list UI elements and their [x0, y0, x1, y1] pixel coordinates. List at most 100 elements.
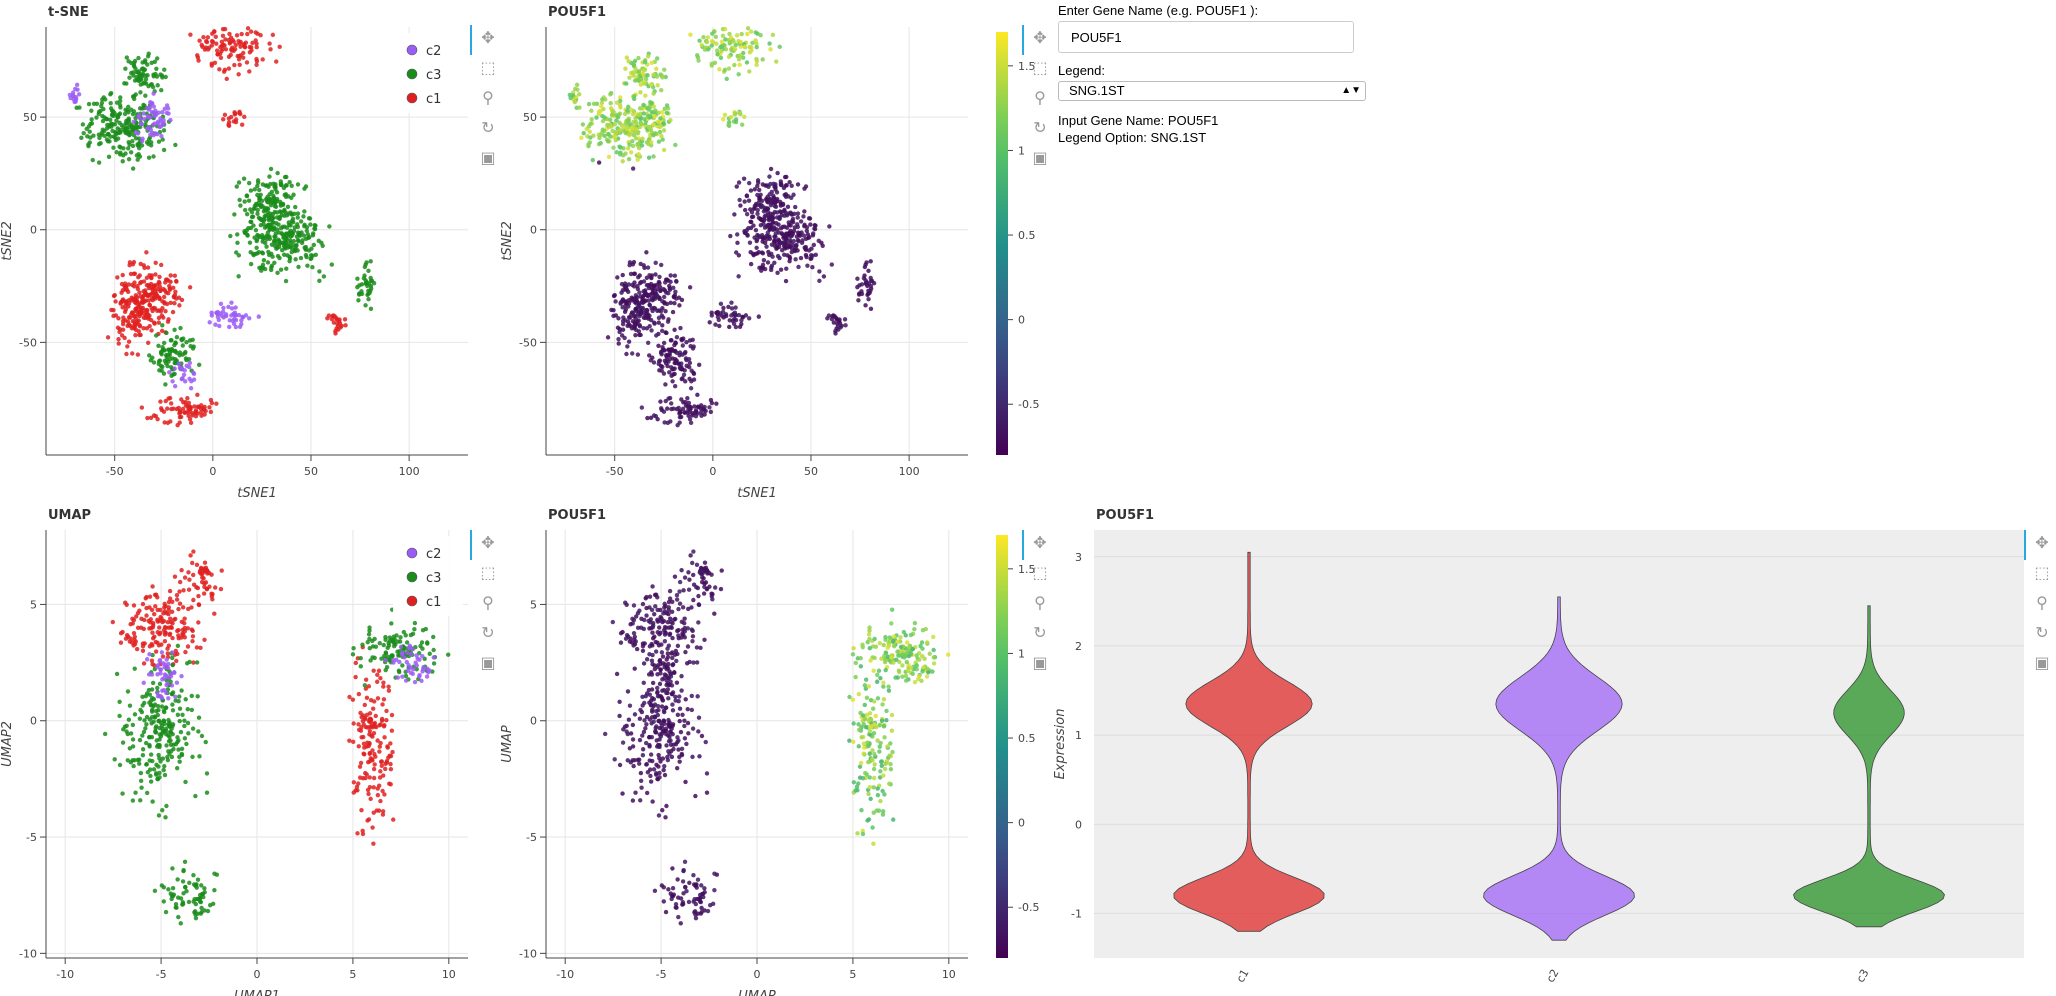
- data-point: [870, 825, 875, 830]
- data-point: [635, 625, 641, 631]
- data-point: [131, 603, 137, 608]
- data-point: [256, 250, 262, 255]
- wheel-zoom-icon[interactable]: ⚲: [482, 592, 494, 612]
- reset-icon[interactable]: ↻: [481, 622, 495, 642]
- data-point: [150, 287, 155, 292]
- box-select-icon[interactable]: ⬚: [2034, 562, 2050, 582]
- tsne-cluster-plot[interactable]: t-SNE -50 0 50 100 50 0 -50 tSNE1 tSNE2 c2 c3 c1: [0, 0, 470, 501]
- data-point: [611, 308, 616, 313]
- data-point: [287, 179, 292, 185]
- pan-icon[interactable]: ✥: [481, 27, 495, 47]
- wheel-zoom-icon[interactable]: ⚲: [2036, 592, 2048, 612]
- y-axis-label: UMAP: [500, 725, 515, 763]
- data-point: [709, 313, 715, 318]
- data-point: [182, 625, 188, 631]
- save-icon[interactable]: ▣: [480, 147, 496, 167]
- data-point: [254, 45, 259, 50]
- data-point: [165, 406, 170, 411]
- wheel-zoom-icon[interactable]: ⚲: [1034, 592, 1046, 612]
- data-point: [118, 145, 123, 150]
- data-point: [366, 268, 371, 274]
- data-point: [382, 735, 387, 740]
- data-point: [127, 75, 132, 80]
- save-icon[interactable]: ▣: [480, 652, 496, 672]
- legend-select[interactable]: SNG.1ST ▲▼: [1058, 81, 1366, 101]
- x-tick-label: 5: [849, 968, 856, 981]
- data-point: [130, 143, 136, 149]
- data-point: [396, 653, 401, 658]
- data-point: [631, 763, 636, 769]
- data-point: [120, 288, 126, 293]
- box-select-icon[interactable]: ⬚: [1032, 562, 1048, 582]
- wheel-zoom-icon[interactable]: ⚲: [1034, 87, 1046, 107]
- data-point: [690, 560, 695, 566]
- data-point: [146, 672, 152, 677]
- data-point: [385, 744, 390, 749]
- box-select-icon[interactable]: ⬚: [480, 57, 496, 77]
- data-point: [680, 605, 686, 610]
- reset-icon[interactable]: ↻: [481, 117, 495, 137]
- pan-icon[interactable]: ✥: [1033, 532, 1047, 552]
- wheel-zoom-icon[interactable]: ⚲: [482, 87, 494, 107]
- data-point: [261, 258, 267, 263]
- data-point: [732, 112, 738, 117]
- data-point: [672, 273, 678, 278]
- save-icon[interactable]: ▣: [1032, 147, 1048, 167]
- reset-icon[interactable]: ↻: [1033, 117, 1047, 137]
- data-point: [342, 317, 348, 322]
- data-point: [655, 742, 661, 748]
- data-point: [331, 320, 337, 325]
- data-point: [261, 221, 266, 227]
- data-point: [643, 726, 648, 731]
- data-point: [180, 631, 185, 636]
- data-point: [694, 896, 700, 902]
- box-select-icon[interactable]: ⬚: [1032, 57, 1048, 77]
- data-point: [166, 717, 171, 723]
- data-point: [154, 56, 160, 61]
- data-point: [136, 69, 142, 74]
- reset-icon[interactable]: ↻: [1033, 622, 1047, 642]
- data-point: [640, 641, 646, 646]
- save-icon[interactable]: ▣: [1032, 652, 1048, 672]
- data-point: [158, 288, 163, 293]
- data-point: [381, 697, 387, 702]
- data-point: [647, 758, 652, 763]
- save-icon[interactable]: ▣: [2034, 652, 2050, 672]
- data-point: [274, 196, 280, 202]
- data-point: [768, 267, 774, 273]
- umap-gene-plot[interactable]: POU5F1-10-5051050-5-10UMAPUMAP1.510.50-0…: [500, 503, 1039, 996]
- data-point: [108, 134, 113, 139]
- data-point: [128, 622, 133, 627]
- data-point: [205, 47, 211, 52]
- data-point: [921, 664, 926, 670]
- data-point: [870, 644, 876, 649]
- data-point: [641, 626, 647, 632]
- data-point: [708, 397, 714, 403]
- data-point: [903, 633, 908, 638]
- data-point: [176, 738, 181, 743]
- data-point: [278, 240, 283, 245]
- data-point: [381, 684, 386, 689]
- data-point: [123, 66, 128, 71]
- data-point: [686, 606, 691, 612]
- tsne-gene-plot[interactable]: POU5F1 -50 0 50 100 50 0 -50 tSNE1 tSNE2 1.5 1 0.5 0-…: [500, 0, 1039, 501]
- pan-icon[interactable]: ✥: [1033, 27, 1047, 47]
- data-point: [151, 360, 157, 365]
- data-point: [675, 712, 681, 718]
- data-point: [164, 277, 170, 282]
- box-select-icon[interactable]: ⬚: [480, 562, 496, 582]
- data-point: [769, 189, 775, 195]
- data-point: [254, 58, 260, 64]
- violin-plot[interactable]: POU5F1 3 2 1 0 -1 Expression c1 c2 c3: [1040, 503, 2030, 996]
- data-point: [198, 403, 204, 408]
- data-point: [135, 625, 141, 631]
- reset-icon[interactable]: ↻: [2035, 622, 2049, 642]
- gene-name-input[interactable]: [1058, 21, 1354, 53]
- pan-icon[interactable]: ✥: [2035, 532, 2049, 552]
- data-point: [176, 405, 181, 411]
- data-point: [647, 652, 652, 657]
- pan-icon[interactable]: ✥: [481, 532, 495, 552]
- data-point: [169, 754, 175, 760]
- data-point: [304, 225, 310, 230]
